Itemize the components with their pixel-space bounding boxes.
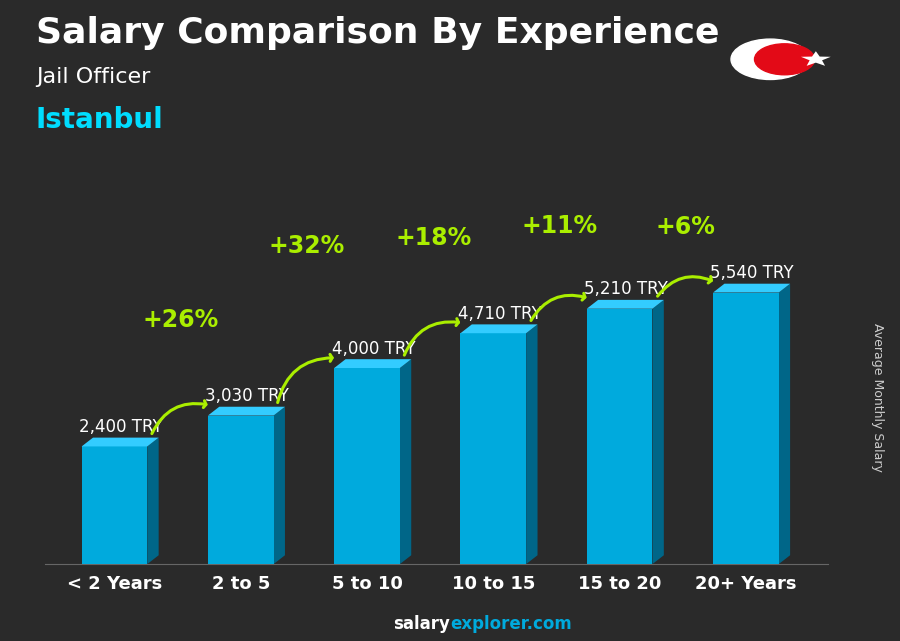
Bar <box>461 333 526 564</box>
Text: Jail Officer: Jail Officer <box>36 67 150 87</box>
Text: 3,030 TRY: 3,030 TRY <box>205 387 289 405</box>
Polygon shape <box>713 284 790 292</box>
Bar <box>208 415 274 564</box>
Text: 4,000 TRY: 4,000 TRY <box>331 340 415 358</box>
Text: +26%: +26% <box>142 308 219 332</box>
Text: salary: salary <box>393 615 450 633</box>
Polygon shape <box>208 407 285 415</box>
Text: 4,710 TRY: 4,710 TRY <box>458 304 542 322</box>
Circle shape <box>731 39 809 79</box>
Polygon shape <box>334 359 411 368</box>
Polygon shape <box>461 324 537 333</box>
Polygon shape <box>778 284 790 564</box>
Text: +18%: +18% <box>395 226 472 249</box>
Text: Salary Comparison By Experience: Salary Comparison By Experience <box>36 16 719 50</box>
Bar <box>587 309 652 564</box>
Text: 5,210 TRY: 5,210 TRY <box>584 280 668 298</box>
Polygon shape <box>526 324 537 564</box>
Polygon shape <box>274 407 285 564</box>
Text: explorer.com: explorer.com <box>450 615 572 633</box>
Text: 2,400 TRY: 2,400 TRY <box>79 418 163 436</box>
Bar <box>334 368 400 564</box>
Bar <box>82 446 148 564</box>
Text: Istanbul: Istanbul <box>36 106 164 134</box>
Text: +32%: +32% <box>269 234 345 258</box>
Bar <box>713 292 778 564</box>
Text: +11%: +11% <box>521 214 598 238</box>
Polygon shape <box>587 300 664 309</box>
Circle shape <box>754 44 814 75</box>
Text: 5,540 TRY: 5,540 TRY <box>710 264 794 282</box>
Text: Average Monthly Salary: Average Monthly Salary <box>871 323 884 472</box>
Text: +6%: +6% <box>656 215 716 239</box>
Polygon shape <box>801 51 831 66</box>
Polygon shape <box>82 438 158 446</box>
Polygon shape <box>400 359 411 564</box>
Polygon shape <box>652 300 664 564</box>
Polygon shape <box>148 438 158 564</box>
